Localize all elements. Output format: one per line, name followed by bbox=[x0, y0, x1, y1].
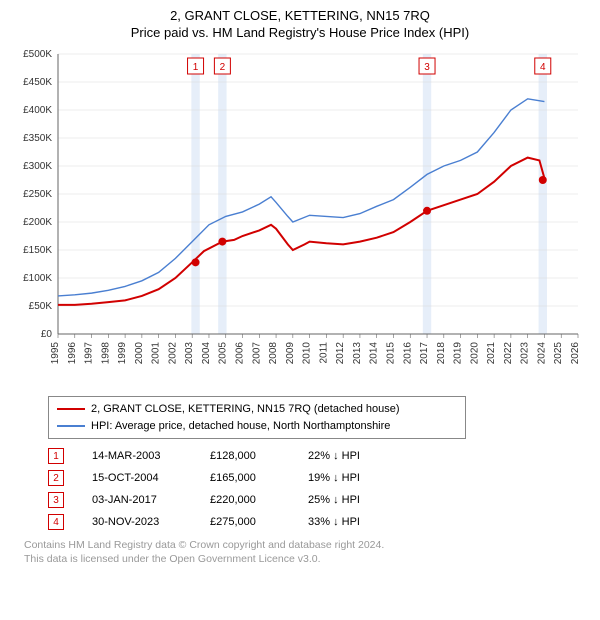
svg-text:2: 2 bbox=[220, 62, 226, 73]
svg-text:1: 1 bbox=[193, 62, 199, 73]
svg-text:2003: 2003 bbox=[184, 342, 195, 365]
chart-title: 2, GRANT CLOSE, KETTERING, NN15 7RQ bbox=[12, 8, 588, 23]
svg-text:2001: 2001 bbox=[151, 342, 162, 365]
svg-text:2007: 2007 bbox=[251, 342, 262, 365]
svg-text:2006: 2006 bbox=[235, 342, 246, 365]
svg-text:2014: 2014 bbox=[369, 342, 380, 365]
row-price: £220,000 bbox=[210, 494, 280, 506]
chart-container: 2, GRANT CLOSE, KETTERING, NN15 7RQ Pric… bbox=[0, 0, 600, 574]
svg-text:2026: 2026 bbox=[570, 342, 581, 365]
svg-text:2020: 2020 bbox=[469, 342, 480, 365]
legend-swatch bbox=[57, 408, 85, 410]
table-row: 3 03-JAN-2017 £220,000 25% ↓ HPI bbox=[48, 489, 588, 511]
svg-text:2008: 2008 bbox=[268, 342, 279, 365]
row-price: £165,000 bbox=[210, 472, 280, 484]
svg-text:2009: 2009 bbox=[285, 342, 296, 365]
svg-text:2010: 2010 bbox=[302, 342, 313, 365]
row-marker: 1 bbox=[48, 448, 64, 464]
table-row: 1 14-MAR-2003 £128,000 22% ↓ HPI bbox=[48, 445, 588, 467]
legend-label: 2, GRANT CLOSE, KETTERING, NN15 7RQ (det… bbox=[91, 401, 400, 418]
svg-text:2023: 2023 bbox=[520, 342, 531, 365]
svg-text:1995: 1995 bbox=[50, 342, 61, 365]
svg-text:2017: 2017 bbox=[419, 342, 430, 365]
legend: 2, GRANT CLOSE, KETTERING, NN15 7RQ (det… bbox=[48, 396, 466, 439]
chart-subtitle: Price paid vs. HM Land Registry's House … bbox=[12, 25, 588, 40]
svg-text:£350K: £350K bbox=[23, 133, 52, 144]
svg-text:2025: 2025 bbox=[553, 342, 564, 365]
row-pct: 19% ↓ HPI bbox=[308, 472, 388, 484]
table-row: 4 30-NOV-2023 £275,000 33% ↓ HPI bbox=[48, 511, 588, 533]
svg-text:£450K: £450K bbox=[23, 77, 52, 88]
svg-text:2002: 2002 bbox=[167, 342, 178, 365]
svg-text:4: 4 bbox=[540, 62, 546, 73]
row-date: 14-MAR-2003 bbox=[92, 450, 182, 462]
svg-text:2016: 2016 bbox=[402, 342, 413, 365]
svg-text:2012: 2012 bbox=[335, 342, 346, 365]
table-row: 2 15-OCT-2004 £165,000 19% ↓ HPI bbox=[48, 467, 588, 489]
svg-text:2019: 2019 bbox=[453, 342, 464, 365]
svg-text:1997: 1997 bbox=[84, 342, 95, 365]
svg-text:2005: 2005 bbox=[218, 342, 229, 365]
row-marker: 2 bbox=[48, 470, 64, 486]
svg-text:£500K: £500K bbox=[23, 49, 52, 60]
svg-text:2024: 2024 bbox=[536, 342, 547, 365]
svg-text:1998: 1998 bbox=[100, 342, 111, 365]
row-pct: 25% ↓ HPI bbox=[308, 494, 388, 506]
row-date: 03-JAN-2017 bbox=[92, 494, 182, 506]
svg-text:2022: 2022 bbox=[503, 342, 514, 365]
svg-text:3: 3 bbox=[424, 62, 430, 73]
row-price: £275,000 bbox=[210, 516, 280, 528]
row-marker: 3 bbox=[48, 492, 64, 508]
svg-text:2018: 2018 bbox=[436, 342, 447, 365]
svg-text:2013: 2013 bbox=[352, 342, 363, 365]
attribution: Contains HM Land Registry data © Crown c… bbox=[24, 539, 588, 566]
svg-text:2011: 2011 bbox=[318, 342, 329, 364]
legend-swatch bbox=[57, 425, 85, 427]
svg-text:£0: £0 bbox=[41, 329, 53, 340]
row-pct: 22% ↓ HPI bbox=[308, 450, 388, 462]
svg-text:£100K: £100K bbox=[23, 273, 52, 284]
row-pct: 33% ↓ HPI bbox=[308, 516, 388, 528]
svg-text:£300K: £300K bbox=[23, 161, 52, 172]
attribution-line: Contains HM Land Registry data © Crown c… bbox=[24, 539, 588, 553]
legend-label: HPI: Average price, detached house, Nort… bbox=[91, 418, 390, 435]
legend-item: 2, GRANT CLOSE, KETTERING, NN15 7RQ (det… bbox=[57, 401, 457, 418]
legend-item: HPI: Average price, detached house, Nort… bbox=[57, 418, 457, 435]
svg-text:£200K: £200K bbox=[23, 217, 52, 228]
svg-text:2021: 2021 bbox=[486, 342, 497, 365]
sales-table: 1 14-MAR-2003 £128,000 22% ↓ HPI 2 15-OC… bbox=[48, 445, 588, 533]
svg-text:2004: 2004 bbox=[201, 342, 212, 365]
svg-text:£50K: £50K bbox=[29, 301, 53, 312]
svg-text:£250K: £250K bbox=[23, 189, 52, 200]
svg-text:£400K: £400K bbox=[23, 105, 52, 116]
row-price: £128,000 bbox=[210, 450, 280, 462]
svg-text:£150K: £150K bbox=[23, 245, 52, 256]
row-date: 30-NOV-2023 bbox=[92, 516, 182, 528]
row-marker: 4 bbox=[48, 514, 64, 530]
svg-text:2000: 2000 bbox=[134, 342, 145, 365]
chart-area: £0 £50K £100K £150K £200K £250K £300K £350K £400… bbox=[12, 48, 588, 388]
svg-text:1999: 1999 bbox=[117, 342, 128, 365]
svg-text:2015: 2015 bbox=[385, 342, 396, 365]
attribution-line: This data is licensed under the Open Gov… bbox=[24, 553, 588, 567]
svg-text:1996: 1996 bbox=[67, 342, 78, 365]
row-date: 15-OCT-2004 bbox=[92, 472, 182, 484]
chart-svg: £0 £50K £100K £150K £200K £250K £300K £350K £400… bbox=[12, 48, 588, 388]
